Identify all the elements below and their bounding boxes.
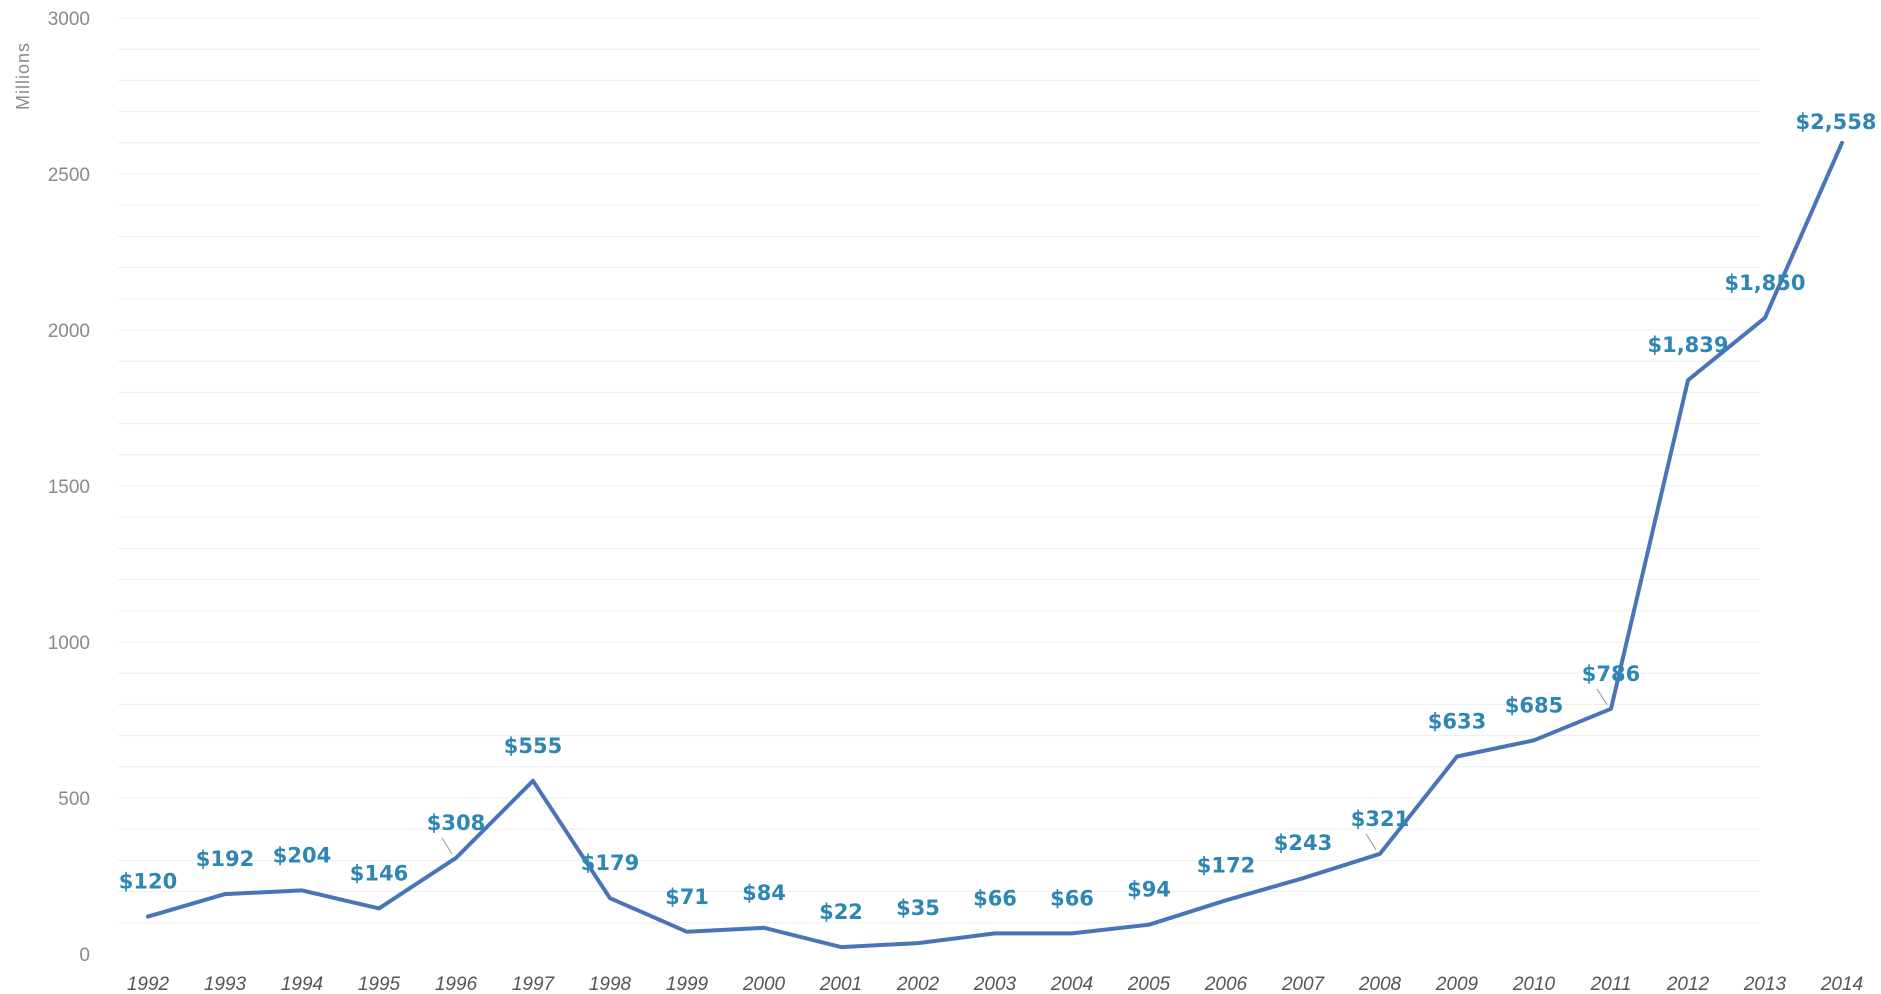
gridlines [118, 18, 1760, 923]
x-tick-label: 1997 [512, 974, 556, 994]
y-axis-label: Millions [13, 42, 33, 110]
data-label: $555 [504, 734, 562, 758]
data-label: $321 [1351, 807, 1409, 831]
data-label: $633 [1428, 710, 1486, 734]
x-tick-label: 2006 [1204, 974, 1248, 994]
x-tick-label: 1998 [589, 974, 632, 994]
x-tick-label: 2007 [1281, 974, 1326, 994]
data-label: $1,850 [1724, 271, 1805, 295]
x-tick-label: 1994 [281, 974, 323, 994]
data-label: $94 [1127, 878, 1171, 902]
x-tick-label: 1995 [358, 974, 401, 994]
data-label: $1,839 [1647, 333, 1728, 357]
data-label: $786 [1582, 662, 1640, 686]
y-tick-label: 0 [79, 945, 90, 966]
x-tick-label: 2004 [1050, 974, 1093, 994]
x-tick-label: 2014 [1820, 974, 1863, 994]
x-tick-label: 1993 [204, 974, 247, 994]
data-label: $146 [350, 861, 408, 885]
x-tick-label: 2001 [819, 974, 862, 994]
data-label: $2,558 [1795, 110, 1876, 134]
data-label: $66 [1050, 886, 1094, 910]
data-label: $66 [973, 886, 1017, 910]
data-label: $685 [1505, 693, 1563, 717]
x-tick-label: 2010 [1512, 974, 1556, 994]
data-label: $35 [896, 896, 940, 920]
x-tick-label: 1996 [435, 974, 478, 994]
y-tick-label: 1000 [48, 633, 90, 654]
data-label: $243 [1274, 831, 1332, 855]
x-tick-label: 2008 [1358, 974, 1402, 994]
x-axis-ticks: 1992 1993 1994 1995 1996 1997 1998 1999 2000 2001… [127, 974, 1863, 994]
data-label: $71 [665, 885, 709, 909]
x-tick-label: 1999 [666, 974, 709, 994]
x-tick-label: 2011 [1590, 974, 1632, 994]
series-line [148, 143, 1842, 947]
x-tick-label: 1992 [127, 974, 170, 994]
data-label: $84 [742, 881, 786, 905]
data-label: $22 [819, 900, 863, 924]
data-label: $120 [119, 870, 177, 894]
data-label: $192 [196, 847, 254, 871]
y-tick-label: 1500 [48, 477, 90, 498]
x-tick-label: 2012 [1666, 974, 1710, 994]
x-tick-label: 2005 [1127, 974, 1171, 994]
y-axis-ticks: 0 500 1000 1500 2000 2500 3000 [48, 9, 90, 966]
y-tick-label: 2500 [48, 165, 90, 186]
y-tick-label: 2000 [48, 321, 90, 342]
x-tick-label: 2002 [896, 974, 940, 994]
data-label: $172 [1197, 853, 1255, 877]
data-label: $204 [273, 843, 331, 867]
label-leader [442, 838, 452, 854]
label-leader [1366, 834, 1376, 850]
x-tick-label: 2013 [1743, 974, 1787, 994]
data-label: $308 [427, 811, 485, 835]
x-tick-label: 2009 [1435, 974, 1479, 994]
data-label: $179 [581, 851, 639, 875]
label-leader [1597, 689, 1607, 705]
x-tick-label: 2000 [742, 974, 786, 994]
y-tick-label: 3000 [48, 9, 90, 30]
y-tick-label: 500 [58, 789, 90, 810]
x-tick-label: 2003 [973, 974, 1017, 994]
